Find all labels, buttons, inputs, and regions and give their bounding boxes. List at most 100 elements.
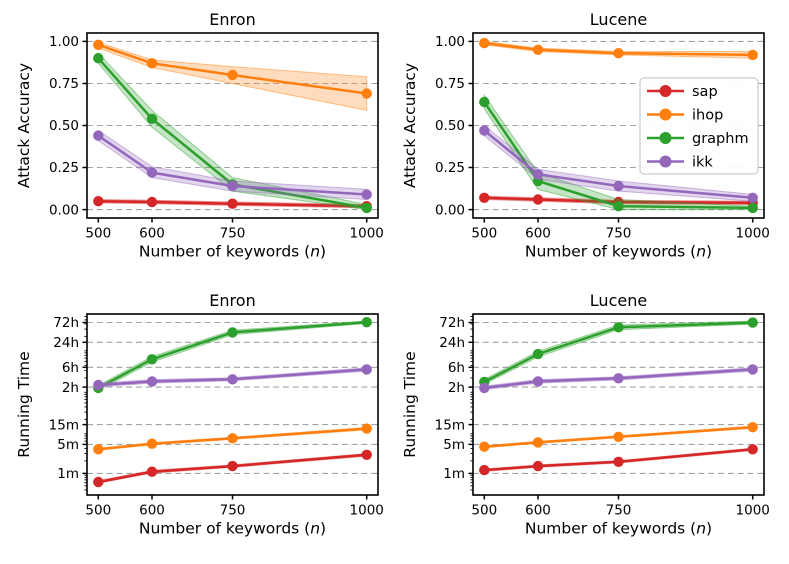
series-marker-graphm	[479, 96, 490, 108]
series-marker-sap	[747, 444, 758, 455]
series-line-ikk	[483, 129, 754, 200]
series-marker-ihop	[479, 37, 490, 49]
series-marker-graphm	[613, 322, 624, 333]
series-marker-ihop	[361, 88, 372, 99]
y-tick-label: 5m	[443, 437, 465, 453]
series-marker-ikk	[146, 167, 158, 178]
y-tick-label: 0.00	[435, 202, 465, 218]
series-line-sap	[483, 448, 754, 472]
series-marker-ihop	[532, 44, 544, 55]
series-marker-ihop	[227, 69, 238, 81]
legend-item-ikk: ikk	[647, 155, 713, 171]
series-marker-graphm	[613, 201, 624, 212]
series-line-ikk	[97, 134, 368, 196]
legend-marker	[659, 108, 672, 121]
series-marker-ihop	[613, 431, 624, 442]
series-marker-ikk	[747, 364, 758, 375]
plot-title: Enron	[209, 10, 255, 29]
plot-title: Enron	[209, 291, 255, 310]
y-tick-label: 1.00	[49, 34, 79, 50]
plot-title: Lucene	[590, 10, 647, 29]
y-axis-label: Attack Accuracy	[15, 63, 33, 188]
series-marker-ihop	[613, 48, 624, 59]
series-marker-ihop	[361, 423, 372, 434]
x-tick-label: 750	[606, 503, 632, 519]
subplot-accuracy-enron: 0.00 0.25 0.50 0.75 1.00 500 600 750 1000 Enron At…	[15, 10, 384, 261]
series-marker-ikk	[532, 376, 544, 387]
y-tick-label: 0.00	[49, 202, 79, 218]
x-tick-label: 1000	[350, 226, 384, 242]
x-axis-label: Number of keywords (n)	[139, 243, 326, 261]
series-marker-ihop	[93, 39, 104, 50]
series-marker-sap	[613, 456, 624, 467]
series-line-sap	[97, 199, 368, 208]
subplot-runtime-lucene: 1m 5m 15m 2h 6h 24h 72h 500 600 750 1000 Lucene Runn…	[401, 291, 770, 538]
legend-label: ihop	[692, 108, 723, 124]
series-marker-sap	[361, 449, 372, 460]
x-tick-label: 1000	[736, 226, 770, 242]
series-marker-ikk	[479, 382, 490, 394]
x-tick-label: 750	[220, 226, 246, 242]
legend-item-graphm: graphm	[647, 131, 749, 147]
series-marker-ikk	[613, 180, 624, 192]
y-tick-label: 24h	[53, 335, 79, 351]
x-tick-label: 750	[220, 503, 246, 519]
series-marker-sap	[227, 460, 238, 472]
y-tick-label: 72h	[53, 315, 79, 331]
series-marker-ihop	[93, 444, 104, 455]
series-marker-ihop	[747, 422, 758, 433]
y-tick-label: 0.75	[435, 76, 465, 92]
legend-label: graphm	[692, 131, 749, 147]
series-marker-ihop	[479, 441, 490, 452]
x-tick-label: 600	[139, 226, 165, 242]
x-tick-label: 500	[471, 226, 497, 242]
legend-box	[639, 77, 759, 175]
legend-label: ikk	[692, 155, 713, 171]
series-marker-sap	[93, 196, 104, 207]
series-marker-sap	[479, 464, 490, 476]
y-tick-label: 0.50	[49, 118, 79, 134]
series-line-sap	[483, 196, 754, 205]
y-tick-label: 6h	[62, 360, 79, 376]
series-marker-graphm	[146, 354, 158, 365]
y-tick-label: 2h	[62, 380, 79, 396]
y-tick-label: 0.25	[435, 160, 465, 176]
series-marker-graphm	[532, 348, 544, 360]
series-marker-ihop	[146, 58, 158, 69]
y-axis-label: Attack Accuracy	[401, 63, 419, 188]
x-tick-label: 750	[606, 226, 632, 242]
series-line-sap	[97, 453, 368, 484]
y-axis-label: Running Time	[15, 351, 33, 457]
series-marker-ihop	[146, 438, 158, 449]
series-marker-ikk	[361, 364, 372, 375]
x-tick-label: 1000	[350, 503, 384, 519]
series-marker-sap	[532, 194, 544, 205]
series-line-ihop	[483, 41, 754, 57]
series-marker-ikk	[613, 373, 624, 384]
y-tick-label: 0.25	[49, 160, 79, 176]
series-marker-sap	[479, 192, 490, 203]
series-marker-ihop	[227, 433, 238, 444]
series-marker-sap	[532, 460, 544, 472]
x-tick-label: 500	[85, 226, 111, 242]
y-tick-label: 1.00	[435, 34, 465, 50]
series-line-graphm	[483, 100, 754, 210]
y-tick-label: 6h	[448, 360, 465, 376]
series-marker-ikk	[227, 374, 238, 385]
x-tick-label: 1000	[736, 503, 770, 519]
y-tick-label: 1m	[443, 466, 465, 482]
series-marker-ikk	[146, 376, 158, 387]
series-marker-graphm	[747, 202, 758, 214]
y-tick-label: 2h	[448, 380, 465, 396]
series-marker-ihop	[532, 437, 544, 448]
series-marker-graphm	[146, 113, 158, 125]
x-tick-label: 500	[471, 503, 497, 519]
series-marker-sap	[93, 476, 104, 488]
series-marker-graphm	[361, 202, 372, 214]
x-tick-label: 600	[139, 503, 165, 519]
y-tick-label: 15m	[49, 417, 79, 433]
y-tick-label: 15m	[435, 417, 465, 433]
y-tick-label: 0.50	[435, 118, 465, 134]
